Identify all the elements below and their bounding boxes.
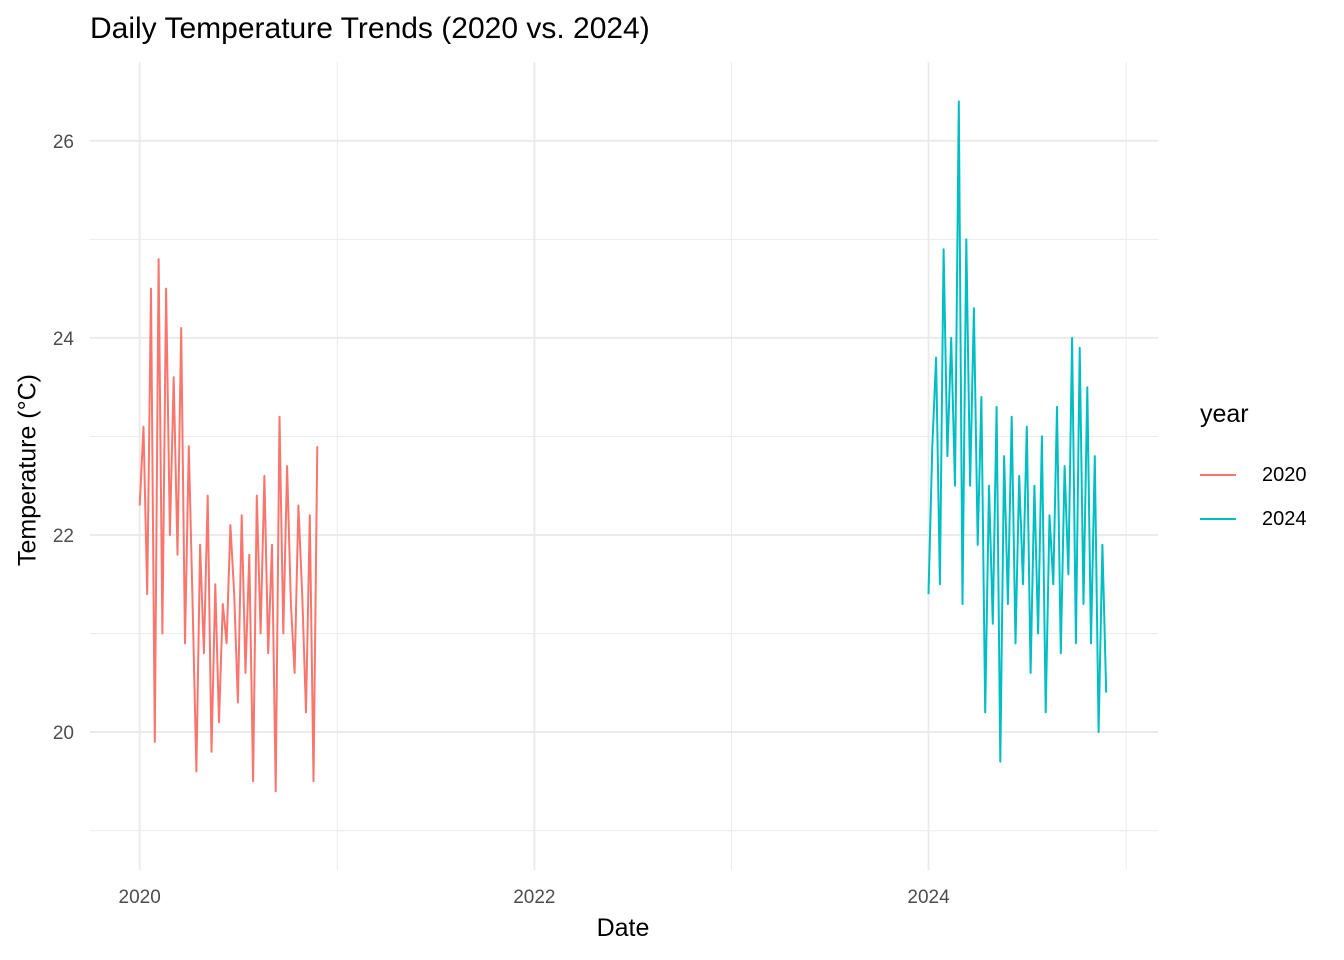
legend-swatch-2020 [1200,474,1236,476]
series-lines [138,100,1108,793]
x-axis-label: Date [596,914,650,942]
x-tick-label: 2022 [513,887,555,908]
legend-title: year [1200,400,1249,428]
legend: year 2020 2024 [1200,400,1307,541]
y-tick-label: 20 [53,723,74,744]
grid-lines [90,62,1158,870]
legend-label-2020: 2020 [1262,463,1307,486]
x-tick-labels: 2020 2022 2024 [119,887,951,908]
y-tick-label: 24 [53,329,75,350]
legend-item-2020: 2020 [1200,453,1307,497]
y-tick-label: 22 [53,526,74,547]
series-line-2020 [138,258,319,793]
y-tick-labels: 20 22 24 26 [53,132,75,744]
legend-label-2024: 2024 [1262,507,1307,530]
legend-swatch-2024 [1200,518,1236,520]
x-tick-label: 2020 [119,887,161,908]
x-tick-label: 2024 [907,887,950,908]
chart-title: Daily Temperature Trends (2020 vs. 2024) [90,12,650,45]
legend-item-2024: 2024 [1200,497,1307,541]
series-line-2024 [927,100,1108,763]
y-tick-label: 26 [53,132,74,153]
